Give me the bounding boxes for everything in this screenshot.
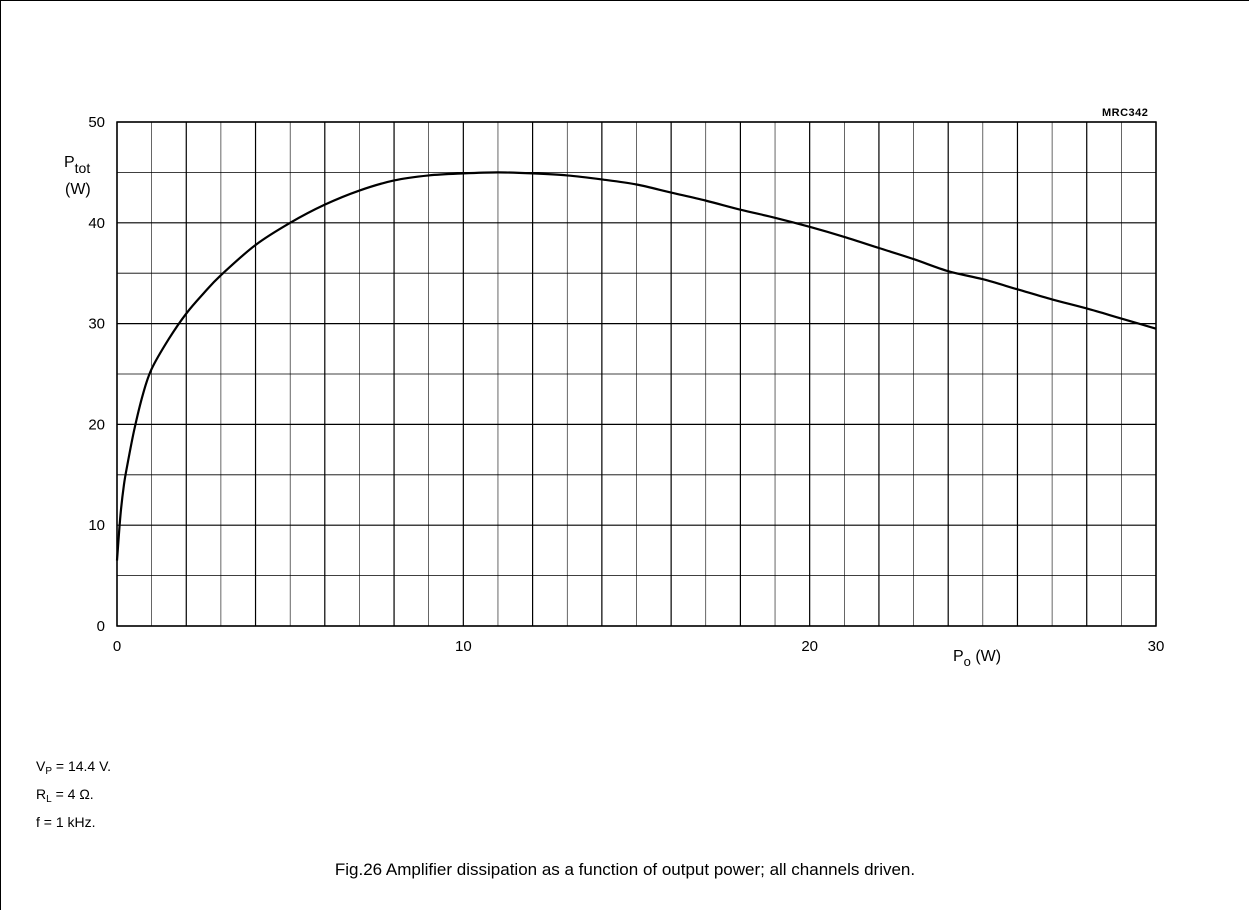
- x-tick-labels: 0 10 20 30: [113, 638, 1165, 655]
- y-tick-label: 0: [97, 618, 105, 635]
- y-tick-label: 50: [88, 114, 105, 131]
- series-line-ptot: [115, 171, 1157, 561]
- figure-caption: Fig.26 Amplifier dissipation as a functi…: [334, 860, 916, 879]
- y-tick-labels: 0 10 20 30 40 50: [88, 114, 105, 635]
- y-tick-label: 20: [88, 416, 105, 433]
- y-tick-label: 10: [88, 517, 105, 534]
- condition-load-resistance: RL = 4 Ω.: [36, 786, 94, 805]
- y-axis-label: Ptot: [64, 154, 90, 176]
- y-axis-unit: (W): [65, 181, 91, 198]
- plot-border: [116, 121, 1157, 627]
- test-conditions: VP = 14.4 V. RL = 4 Ω. f = 1 kHz.: [36, 755, 111, 833]
- figure-code: MRC342: [1102, 107, 1148, 119]
- x-axis-label: Po (W): [953, 648, 1001, 669]
- y-tick-label: 30: [88, 316, 105, 333]
- x-tick-label: 0: [113, 638, 121, 655]
- x-tick-label: 30: [1148, 638, 1165, 655]
- x-tick-label: 20: [801, 638, 818, 655]
- x-tick-label: 10: [455, 638, 472, 655]
- condition-supply-voltage: VP = 14.4 V.: [36, 758, 112, 777]
- grid: [116, 121, 1157, 627]
- condition-frequency: f = 1 kHz.: [36, 814, 96, 830]
- y-tick-label: 40: [88, 215, 105, 232]
